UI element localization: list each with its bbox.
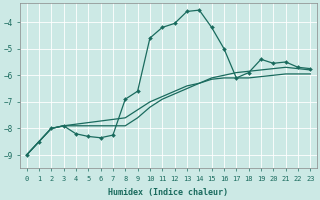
X-axis label: Humidex (Indice chaleur): Humidex (Indice chaleur) <box>108 188 228 197</box>
